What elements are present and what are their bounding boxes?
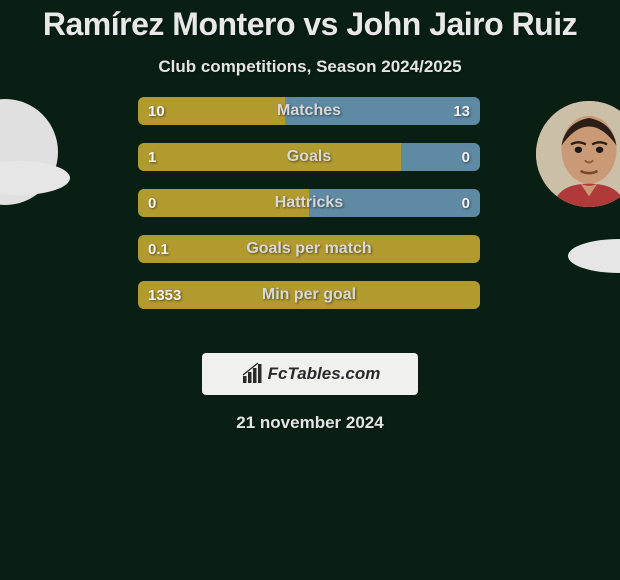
player-right-flag — [568, 239, 620, 273]
date-text: 21 november 2024 — [0, 413, 620, 433]
stat-row: Hattricks00 — [138, 189, 480, 217]
stat-bar-left — [138, 97, 285, 125]
page-title: Ramírez Montero vs John Jairo Ruiz — [0, 0, 620, 43]
stat-bar-right — [285, 97, 480, 125]
stat-bar-left — [138, 189, 309, 217]
source-badge: FcTables.com — [202, 353, 418, 395]
source-badge-text: FcTables.com — [268, 364, 381, 384]
avatar-face-icon — [536, 101, 620, 207]
player-left-flag — [0, 161, 70, 195]
stat-row: Min per goal1353 — [138, 281, 480, 309]
stat-row: Goals per match0.1 — [138, 235, 480, 263]
stat-row: Matches1013 — [138, 97, 480, 125]
subtitle: Club competitions, Season 2024/2025 — [0, 57, 620, 77]
stat-bar-right — [401, 143, 480, 171]
stat-bar-left — [138, 235, 480, 263]
infographic-root: Ramírez Montero vs John Jairo Ruiz Club … — [0, 0, 620, 580]
stat-bar-right — [309, 189, 480, 217]
chart-icon — [240, 362, 264, 386]
player-right-avatar — [536, 101, 620, 207]
stat-bars: Matches1013 Goals10 Hattricks00 Goals per m… — [138, 97, 480, 327]
stat-bar-left — [138, 143, 401, 171]
stat-row: Goals10 — [138, 143, 480, 171]
stat-bar-left — [138, 281, 480, 309]
comparison-area: Matches1013Goals10Hattricks00Goals per m… — [0, 105, 620, 345]
